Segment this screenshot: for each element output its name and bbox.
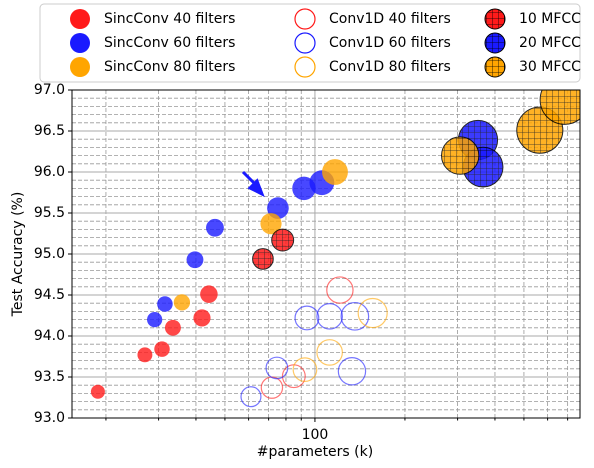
data-point [271,228,295,252]
y-tick-label: 94.5 [34,287,65,303]
arrow-annotation [241,170,265,198]
x-axis-label: #parameters (k) [257,444,373,460]
y-tick-label: 96.5 [34,123,65,139]
data-point [193,309,211,327]
legend-marker [294,56,316,78]
legend-marker [294,32,316,54]
data-point [137,347,153,363]
data-point [357,297,388,329]
x-tick-label: 100 [302,427,329,443]
legend-label: Conv1D 40 filters [329,11,451,27]
legend-marker [70,57,90,77]
data-point [440,136,480,175]
data-point [90,384,105,399]
data-point [316,303,343,330]
legend-marker [484,8,506,30]
y-tick-label: 95.0 [34,246,65,262]
legend-marker [294,8,316,30]
legend-label: SincConv 60 filters [104,35,235,51]
y-tick-label: 93.5 [34,369,65,385]
legend-label: SincConv 40 filters [104,11,235,27]
legend-label: SincConv 80 filters [104,59,235,75]
y-tick-label: 95.5 [34,205,65,221]
legend-label: 10 MFCC [519,11,581,27]
legend-box [39,3,581,83]
legend-label: 20 MFCC [519,35,581,51]
data-point [260,213,282,235]
data-point [326,276,354,304]
data-point [157,296,173,312]
y-tick-label: 93.0 [34,410,65,426]
data-point [316,339,343,366]
legend-marker [484,32,506,54]
data-point [186,251,204,269]
legend-label: Conv1D 80 filters [329,59,451,75]
data-point [340,301,370,331]
legend-marker [484,56,506,78]
legend-marker [70,33,90,53]
y-tick-label: 97.0 [34,82,65,98]
data-point [539,90,580,125]
y-tick-label: 94.0 [34,328,65,344]
data-point [337,357,367,386]
legend-label: Conv1D 60 filters [329,35,451,51]
data-point [173,294,191,311]
data-point [154,341,170,357]
data-point [164,319,181,336]
data-point [200,285,218,303]
data-point [265,356,289,380]
legend-label: 30 MFCC [519,59,581,75]
y-tick-label: 96.0 [34,164,65,180]
data-point [294,305,320,331]
y-axis-label: Test Accuracy (%) [10,192,26,318]
data-point [206,218,224,237]
data-point [240,386,262,408]
data-point [322,159,348,185]
legend-marker [70,9,90,29]
data-point [252,248,274,270]
data-point [292,357,318,382]
data-point [147,311,163,328]
